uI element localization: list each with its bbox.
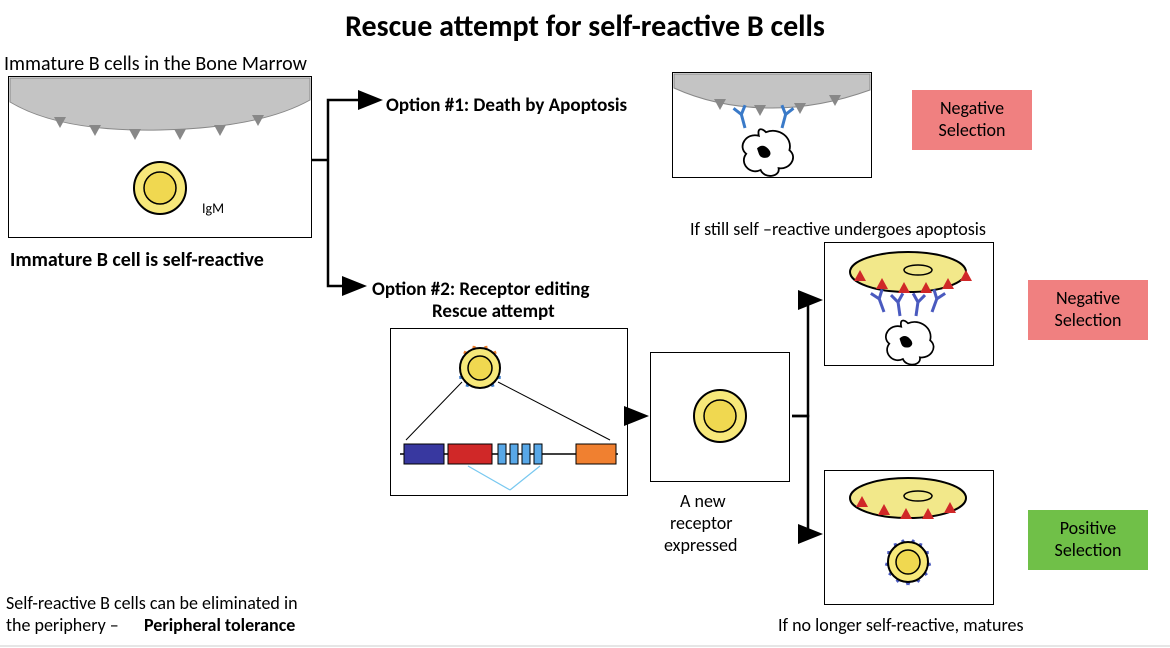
panel-start-art: [10, 78, 310, 214]
panel-opt1-art: [674, 74, 870, 176]
diagram-svg: [0, 0, 1170, 648]
panel-newrec-art: [694, 390, 746, 442]
panel-editing-art: [400, 346, 618, 490]
panel-pos-art: [850, 478, 966, 585]
panel-neg2-art: [850, 252, 972, 365]
